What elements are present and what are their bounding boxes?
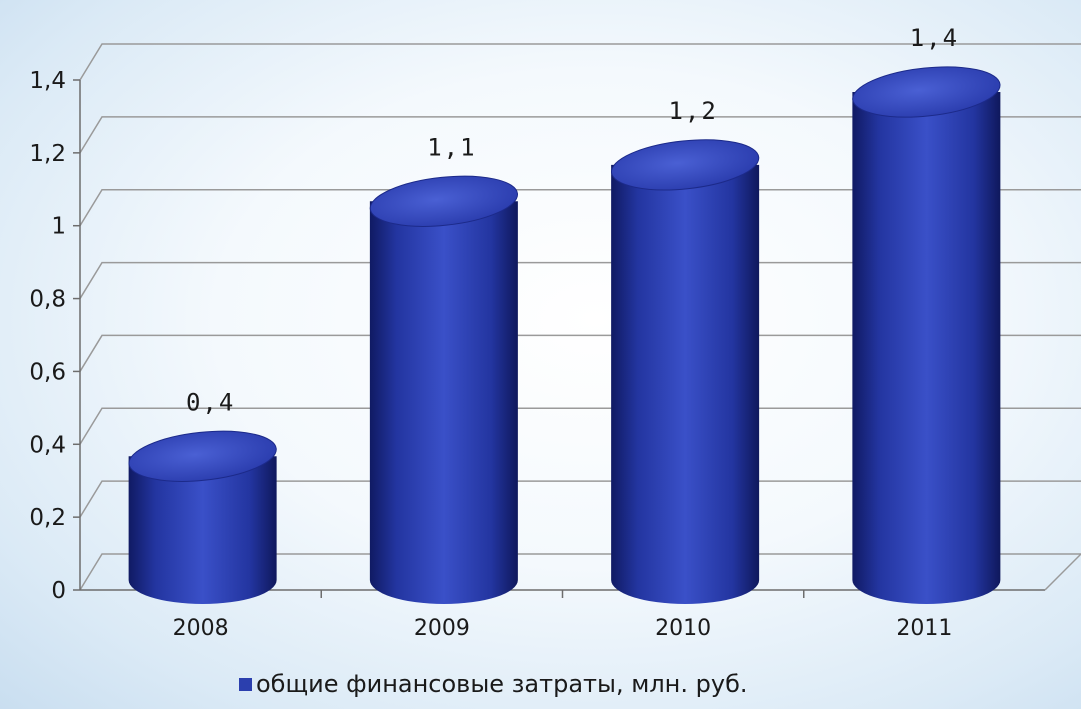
y-tick-label: 1,4 [29, 68, 66, 94]
bars [128, 66, 1001, 605]
gridlines [79, 43, 1081, 591]
bar [369, 175, 519, 605]
bar-top [610, 139, 760, 191]
bar-body [852, 92, 1001, 604]
y-tick-label: 1 [51, 214, 66, 240]
legend: общие финансовые затраты, млн. руб. [239, 670, 748, 698]
bar-top [128, 430, 277, 482]
bar-body [611, 164, 760, 604]
labels: 0 0,2 0,4 0,6 0,8 1 1,2 1,4 0,4 2008 1,1 2009 1,2 201… [29, 24, 959, 641]
y-tick-label: 0,2 [29, 505, 66, 531]
data-label: 1,1 [427, 133, 476, 161]
bar [610, 139, 760, 604]
x-tick-label: 2011 [896, 616, 952, 641]
x-tick-label: 2009 [414, 616, 470, 641]
legend-swatch [239, 678, 252, 691]
y-tick-label: 0,6 [29, 359, 66, 385]
bar-top [369, 175, 519, 227]
bar-top [852, 66, 1001, 118]
x-tick-label: 2010 [655, 616, 711, 641]
data-label: 1,4 [910, 24, 959, 52]
gridline [79, 43, 1081, 81]
legend-label: общие финансовые затраты, млн. руб. [256, 670, 748, 698]
floor-edge [1044, 553, 1081, 591]
bar-body [128, 456, 277, 604]
x-tick-label: 2008 [173, 616, 229, 641]
y-tick-label: 0 [51, 578, 66, 604]
bar-body [369, 201, 518, 605]
bar [852, 66, 1001, 604]
y-tick-label: 0,4 [29, 432, 66, 458]
y-tick-label: 0,8 [29, 287, 66, 313]
data-label: 1,2 [668, 97, 717, 125]
data-label: 0,4 [186, 388, 235, 416]
gridline [79, 116, 1081, 154]
bar [128, 430, 277, 604]
y-tick-label: 1,2 [29, 141, 66, 167]
